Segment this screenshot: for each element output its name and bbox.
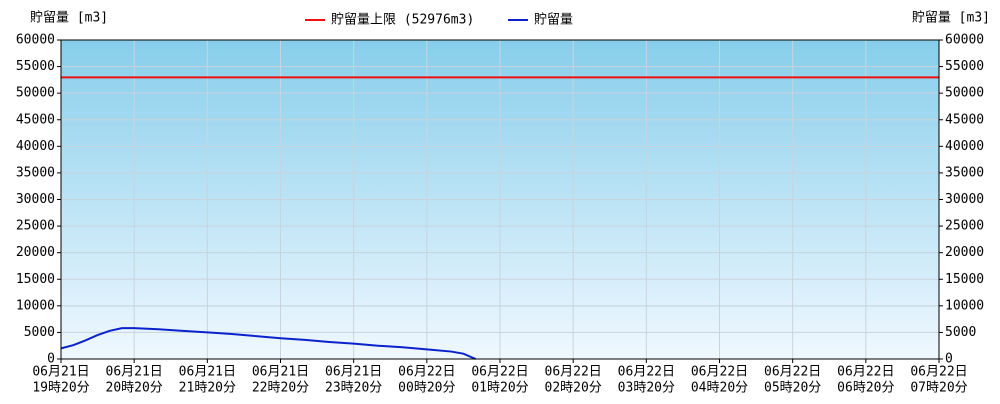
y-tick-label: 30000 <box>16 192 55 207</box>
y-tick-label: 60000 <box>16 33 55 48</box>
x-tick-label: 01時20分 <box>471 381 528 396</box>
x-tick-label: 23時20分 <box>325 381 382 396</box>
y2-tick-label: 60000 <box>945 33 984 48</box>
y2-tick-label: 45000 <box>945 112 984 127</box>
x-tick-label: 22時20分 <box>252 381 309 396</box>
y-tick-label: 55000 <box>16 59 55 74</box>
y-tick-label: 40000 <box>16 139 55 154</box>
y-tick-label: 35000 <box>16 165 55 180</box>
y2-axis-label: 貯留量 [m3] <box>912 11 990 26</box>
legend-label: 貯留量 <box>534 13 573 28</box>
x-tick-label: 06月22日 <box>618 365 675 380</box>
y-tick-label: 50000 <box>16 86 55 101</box>
y-tick-label: 10000 <box>16 298 55 313</box>
y2-tick-label: 10000 <box>945 298 984 313</box>
y2-tick-label: 15000 <box>945 272 984 287</box>
y2-tick-label: 35000 <box>945 165 984 180</box>
x-tick-label: 20時20分 <box>106 381 163 396</box>
x-tick-label: 06月22日 <box>691 365 748 380</box>
x-tick-label: 06月22日 <box>471 365 528 380</box>
y2-tick-label: 40000 <box>945 139 984 154</box>
x-tick-label: 06月21日 <box>179 365 236 380</box>
x-tick-label: 07時20分 <box>910 381 967 396</box>
y2-tick-label: 55000 <box>945 59 984 74</box>
x-tick-label: 19時20分 <box>32 381 89 396</box>
y-tick-label: 25000 <box>16 219 55 234</box>
x-tick-label: 06月21日 <box>252 365 309 380</box>
x-tick-label: 06月21日 <box>325 365 382 380</box>
y-tick-label: 15000 <box>16 272 55 287</box>
y2-tick-label: 25000 <box>945 219 984 234</box>
y-axis-label: 貯留量 [m3] <box>30 11 108 26</box>
y-tick-label: 0 <box>47 352 55 367</box>
x-tick-label: 06月22日 <box>910 365 967 380</box>
y-tick-label: 5000 <box>24 325 55 340</box>
y-tick-label: 45000 <box>16 112 55 127</box>
x-tick-label: 05時20分 <box>764 381 821 396</box>
x-tick-label: 06月22日 <box>545 365 602 380</box>
x-tick-label: 06月21日 <box>106 365 163 380</box>
legend-label: 貯留量上限 (52976m3) <box>331 13 474 28</box>
x-tick-label: 06月22日 <box>764 365 821 380</box>
x-tick-label: 06月21日 <box>32 365 89 380</box>
y2-tick-label: 30000 <box>945 192 984 207</box>
y2-tick-label: 5000 <box>945 325 976 340</box>
x-tick-label: 04時20分 <box>691 381 748 396</box>
y-tick-label: 20000 <box>16 245 55 260</box>
x-tick-label: 06月22日 <box>398 365 455 380</box>
x-tick-label: 21時20分 <box>179 381 236 396</box>
x-tick-label: 02時20分 <box>545 381 602 396</box>
x-tick-label: 00時20分 <box>398 381 455 396</box>
y2-tick-label: 0 <box>945 352 953 367</box>
y2-tick-label: 50000 <box>945 86 984 101</box>
plot-border <box>60 39 940 360</box>
x-tick-label: 06月22日 <box>837 365 894 380</box>
x-tick-label: 03時20分 <box>618 381 675 396</box>
x-tick-label: 06時20分 <box>837 381 894 396</box>
series-line <box>60 327 477 360</box>
y2-tick-label: 20000 <box>945 245 984 260</box>
